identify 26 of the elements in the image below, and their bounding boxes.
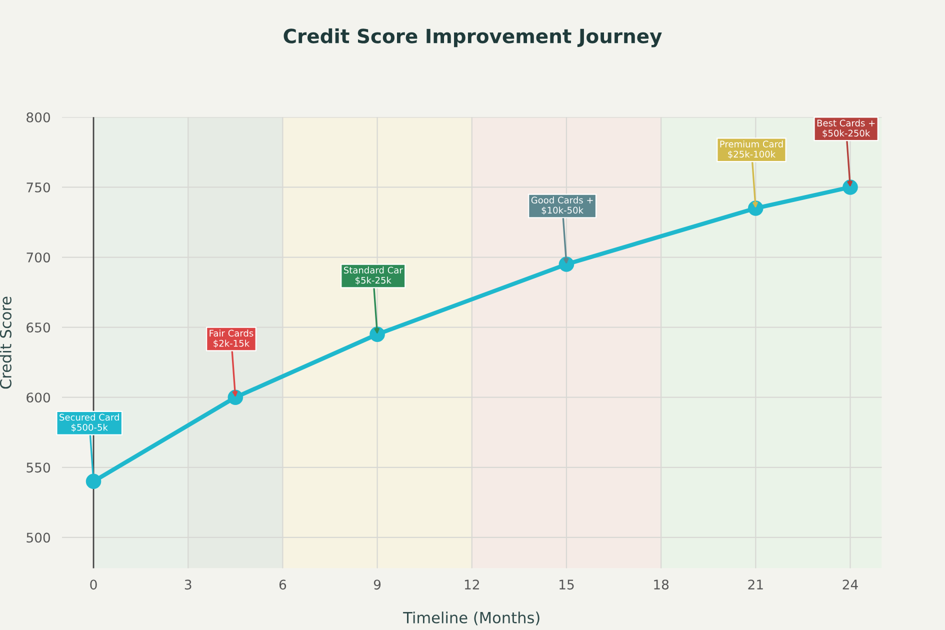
- y-tick-label: 750: [26, 182, 50, 192]
- x-tick-label: 18: [654, 580, 669, 590]
- y-tick-label: 600: [26, 392, 50, 403]
- annotation: Good Cards + $10k-50k: [531, 196, 593, 215]
- x-tick-label: 21: [748, 580, 763, 590]
- annotation: Premium Card $25k-100k: [720, 140, 783, 159]
- y-tick-label: 550: [26, 462, 50, 473]
- x-tick-label: 15: [560, 580, 574, 590]
- annotation: Best Cards + $50k-250k: [817, 119, 875, 138]
- annotation: Fair Cards $2k-15k: [210, 330, 254, 348]
- y-tick-label: 700: [26, 252, 50, 262]
- x-tick-label: 3: [184, 580, 192, 590]
- x-tick-label: 12: [464, 580, 479, 590]
- y-tick-label: 800: [26, 112, 50, 122]
- x-tick-label: 0: [90, 580, 97, 590]
- x-tick-label: 9: [374, 580, 381, 590]
- x-tick-label: 24: [842, 580, 858, 590]
- chart-title: Credit Score Improvement Journey: [284, 28, 662, 48]
- x-axis-title: Timeline (Months): [403, 612, 540, 626]
- annotation: Standard Car $5k-25k: [344, 266, 403, 285]
- y-axis-title: Credit Score: [0, 296, 12, 389]
- y-tick-label: 650: [26, 322, 50, 333]
- annotation: Secured Card $500-5k: [60, 414, 119, 432]
- point: [86, 474, 102, 490]
- x-tick-label: 6: [279, 580, 286, 590]
- y-tick-label: 500: [26, 532, 50, 543]
